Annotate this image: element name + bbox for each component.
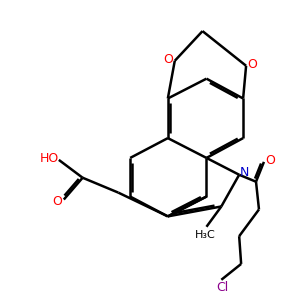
Text: N: N <box>240 166 249 179</box>
Text: O: O <box>248 58 258 71</box>
Text: O: O <box>52 195 62 208</box>
Text: HO: HO <box>40 152 59 165</box>
Text: H₃C: H₃C <box>195 230 215 240</box>
Text: Cl: Cl <box>216 281 228 294</box>
Text: O: O <box>266 154 275 167</box>
Text: O: O <box>163 53 173 66</box>
